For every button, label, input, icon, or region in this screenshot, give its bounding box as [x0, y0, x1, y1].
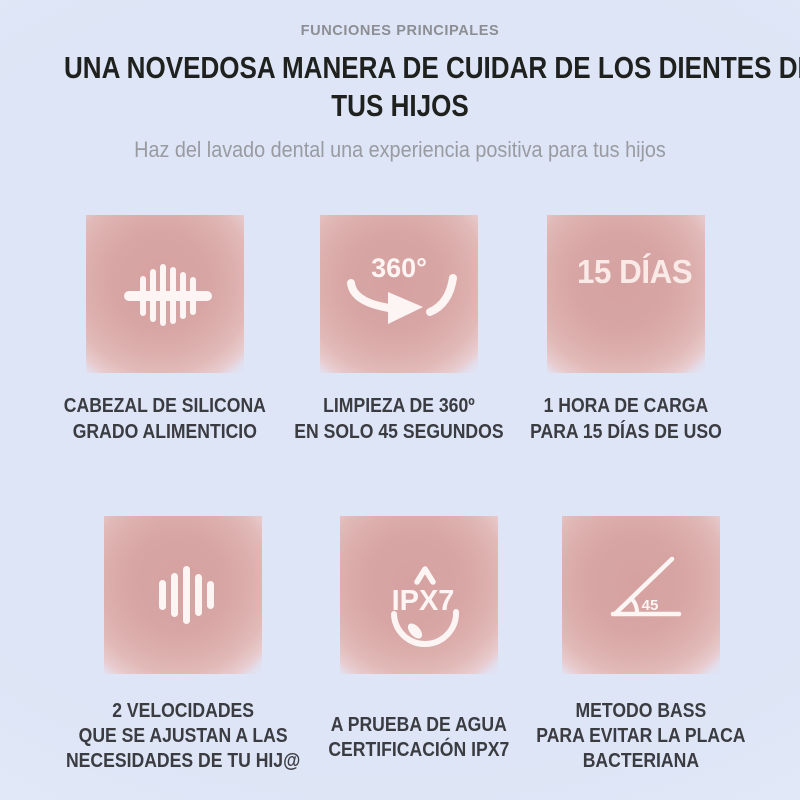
- caption-line: 1 HORA DE CARGA: [544, 395, 709, 417]
- feature-caption: CABEZAL DE SILICONA GRADO ALIMENTICIO: [64, 393, 266, 445]
- caption-line: NECESIDADES DE TU HIJ@: [65, 750, 301, 772]
- caption-line: GRADO ALIMENTICIO: [72, 421, 257, 443]
- subtitle: Haz del lavado dental una experiencia po…: [134, 137, 666, 162]
- feature-two-speeds: 2 VELOCIDADES QUE SE AJUSTAN A LAS NECES…: [50, 516, 316, 774]
- feature-bass-method: 45 METODO BASS PARA EVITAR LA PLACA BACT…: [522, 516, 760, 774]
- feature-circle: [104, 516, 263, 674]
- feature-circle: 360°: [319, 215, 478, 373]
- feature-caption: METODO BASS PARA EVITAR LA PLACA BACTERI…: [536, 699, 745, 774]
- feature-silicone-head: CABEZAL DE SILICONA GRADO ALIMENTICIO: [50, 215, 280, 445]
- caption-line: EN SOLO 45 SEGUNDOS: [293, 421, 504, 443]
- rotation-360-icon: 360°: [346, 253, 457, 324]
- features-row-2: 2 VELOCIDADES QUE SE AJUSTAN A LAS NECES…: [0, 516, 800, 774]
- feature-circle: [85, 215, 244, 373]
- title-line-2: TUS HIJOS: [331, 88, 469, 123]
- feature-caption: A PRUEBA DE AGUA CERTIFICACIÓN IPX7: [329, 713, 510, 763]
- caption-line: A PRUEBA DE AGUA: [331, 714, 508, 736]
- silicone-bristles-icon: [123, 264, 212, 326]
- caption-line: PARA 15 DÍAS DE USO: [530, 421, 723, 443]
- svg-text:360°: 360°: [371, 253, 427, 283]
- caption-line: CERTIFICACIÓN IPX7: [328, 739, 510, 761]
- caption-line: BACTERIANA: [582, 750, 699, 772]
- feature-waterproof: IPX7 A PRUEBA DE AGUA CERTIFICACIÓN IPX7: [316, 516, 522, 774]
- page-title: UNA NOVEDOSA MANERA DE CUIDAR DE LOS DIE…: [64, 49, 800, 125]
- caption-line: 2 VELOCIDADES: [112, 700, 255, 722]
- caption-line: CABEZAL DE SILICONA: [63, 395, 266, 417]
- 15-days-badge: 15 DÍAS: [576, 253, 693, 290]
- caption-line: LIMPIEZA DE 360º: [322, 395, 475, 417]
- features-row-1: CABEZAL DE SILICONA GRADO ALIMENTICIO 36…: [0, 215, 800, 445]
- feature-caption: LIMPIEZA DE 360º EN SOLO 45 SEGUNDOS: [294, 393, 503, 445]
- svg-text:45: 45: [641, 597, 658, 614]
- caption-line: QUE SE AJUSTAN A LAS: [78, 725, 288, 747]
- vibration-speed-bars-icon: [159, 566, 215, 624]
- feature-360-cleaning: 360° LIMPIEZA DE 360º EN SOLO 45 SEGUNDO…: [280, 215, 518, 445]
- caption-line: PARA EVITAR LA PLACA: [536, 725, 746, 747]
- feature-circle: IPX7: [340, 516, 498, 674]
- feature-circle: 15 DÍAS: [547, 215, 706, 373]
- title-line-1: UNA NOVEDOSA MANERA DE CUIDAR DE LOS DIE…: [64, 50, 800, 85]
- feature-caption: 2 VELOCIDADES QUE SE AJUSTAN A LAS NECES…: [66, 699, 300, 774]
- feature-caption: 1 HORA DE CARGA PARA 15 DÍAS DE USO: [531, 393, 723, 445]
- feature-circle: 45: [561, 516, 720, 674]
- eyebrow: FUNCIONES PRINCIPALES: [300, 22, 500, 39]
- angle-45-icon: 45: [610, 556, 681, 617]
- waterproof-ipx7-icon: IPX7: [391, 566, 460, 647]
- feature-battery-15-days: 15 DÍAS 1 HORA DE CARGA PARA 15 DÍAS DE …: [517, 215, 735, 445]
- caption-line: METODO BASS: [575, 700, 707, 722]
- svg-text:IPX7: IPX7: [392, 585, 455, 617]
